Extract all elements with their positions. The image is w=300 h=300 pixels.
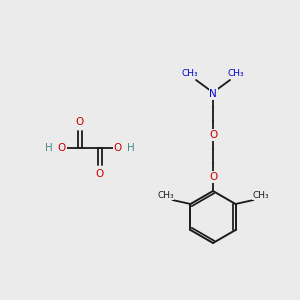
Text: N: N: [209, 89, 217, 99]
Text: CH₃: CH₃: [228, 70, 244, 79]
Text: O: O: [58, 143, 66, 153]
Text: O: O: [209, 172, 217, 182]
Text: CH₃: CH₃: [252, 190, 269, 200]
Text: O: O: [114, 143, 122, 153]
Text: O: O: [96, 169, 104, 179]
Text: O: O: [209, 130, 217, 140]
Text: O: O: [76, 117, 84, 127]
Text: H: H: [45, 143, 53, 153]
Text: H: H: [127, 143, 135, 153]
Text: CH₃: CH₃: [182, 70, 198, 79]
Text: CH₃: CH₃: [157, 190, 174, 200]
